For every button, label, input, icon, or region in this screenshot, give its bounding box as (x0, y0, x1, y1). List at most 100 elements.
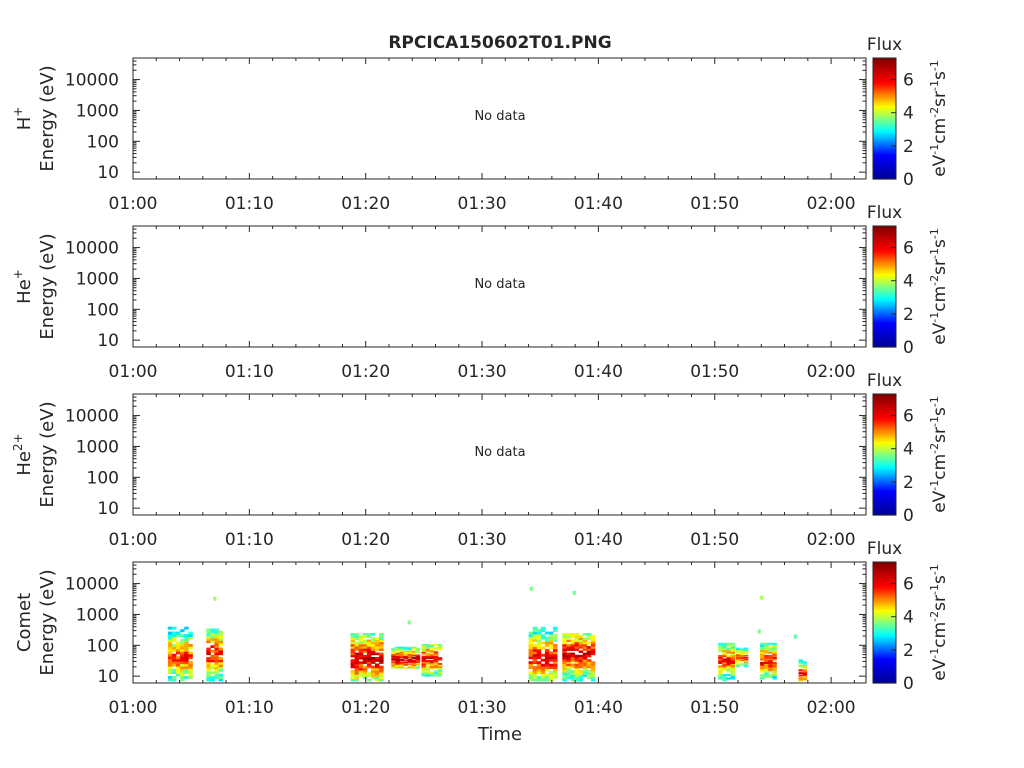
flux-cell (544, 658, 550, 662)
flux-cell (532, 661, 538, 665)
flux-cell (562, 667, 567, 671)
flux-cell (425, 652, 431, 655)
flux-cell (562, 633, 567, 636)
flux-cell (411, 664, 417, 666)
colorbar-segment (873, 422, 896, 425)
flux-cell (735, 652, 741, 654)
flux-cell (176, 631, 181, 635)
flux-cell (735, 651, 741, 653)
flux-cell (395, 664, 400, 666)
flux-cell (562, 652, 567, 656)
flux-cell (768, 655, 773, 658)
colorbar-segment (873, 168, 896, 172)
colorbar-segment (873, 336, 896, 340)
flux-cell (379, 637, 384, 640)
flux-cell (206, 678, 211, 682)
flux-cell (566, 637, 571, 640)
colorbar-segment (873, 326, 896, 330)
flux-cell (403, 667, 408, 669)
flux-cell (415, 657, 421, 659)
flux-cell (354, 661, 360, 664)
flux-cell (407, 648, 413, 651)
flux-cell (570, 672, 575, 675)
flux-cell (218, 657, 223, 660)
no-data-label: No data (474, 277, 525, 292)
flux-cell (798, 662, 803, 664)
flux-cell (532, 668, 538, 672)
flux-cell (354, 663, 360, 667)
flux-cell (218, 676, 223, 679)
flux-cell (590, 667, 596, 671)
flux-cell (425, 668, 431, 671)
flux-cell (366, 643, 372, 647)
x-tick-label: 01:50 (690, 362, 739, 382)
flux-cell (214, 630, 219, 634)
flux-cell (407, 656, 413, 658)
flux-cell (540, 626, 546, 630)
flux-cell (399, 653, 404, 655)
colorbar-segment (873, 176, 896, 180)
flux-cell (566, 633, 571, 636)
colorbar-segment (873, 456, 896, 460)
flux-cell (167, 651, 173, 655)
flux-cell (188, 631, 193, 635)
flux-cell (184, 641, 189, 645)
flux-cell (167, 644, 173, 647)
flux-cell (570, 654, 575, 658)
flux-cell (425, 644, 431, 646)
x-tick-label: 02:00 (807, 194, 856, 214)
flux-cell (768, 661, 773, 664)
flux-cell (553, 676, 558, 679)
flux-cell (370, 648, 376, 651)
flux-cell (562, 676, 567, 680)
flux-cell (802, 667, 808, 669)
flux-cell (578, 676, 584, 680)
colorbar-segment (873, 342, 896, 346)
colorbar-segment (873, 116, 896, 120)
panel-0: 01:00 01:10 01:20 01:30 01:40 01:50 02:00 10 100… (11, 35, 950, 214)
colorbar-title: Flux (867, 371, 902, 391)
flux-cell (730, 646, 735, 649)
colorbar-segment (873, 414, 896, 417)
colorbar-segment (873, 450, 896, 454)
colorbar-segment (873, 252, 896, 255)
flux-cell (375, 665, 380, 669)
flux-cell (180, 656, 185, 660)
flux-cell (553, 668, 558, 672)
flux-cell (210, 628, 215, 632)
flux-cell (566, 654, 571, 658)
flux-cell (421, 661, 426, 664)
flux-cell (391, 649, 396, 651)
flux-cell (210, 664, 215, 668)
flux-cell (362, 650, 368, 653)
colorbar-segment (873, 148, 896, 152)
flux-cell (772, 642, 777, 645)
colorbar-segment (873, 62, 896, 65)
flux-cell (553, 629, 558, 633)
flux-cell (180, 641, 185, 645)
colorbar-segment (873, 494, 896, 498)
flux-cell (188, 673, 193, 677)
flux-cell (375, 637, 380, 640)
flux-cell (570, 663, 575, 667)
flux-cell (764, 648, 769, 651)
colorbar-segment (873, 452, 896, 456)
flux-cell (532, 678, 538, 682)
flux-cell (768, 642, 773, 645)
flux-cell (574, 663, 579, 667)
flux-cell (206, 666, 211, 670)
flux-cell (421, 670, 426, 673)
colorbar-segment (873, 104, 896, 107)
flux-cell (399, 652, 404, 654)
colorbar-segment (873, 146, 896, 150)
flux-cell (403, 655, 408, 657)
flux-cell (553, 648, 558, 652)
flux-cell (379, 646, 384, 649)
unit-exponent: -2 (928, 275, 941, 286)
flux-cell (214, 673, 219, 677)
flux-cell (172, 636, 177, 640)
flux-cell (403, 650, 408, 652)
flux-cell (391, 647, 396, 650)
colorbar-segment (873, 70, 896, 73)
